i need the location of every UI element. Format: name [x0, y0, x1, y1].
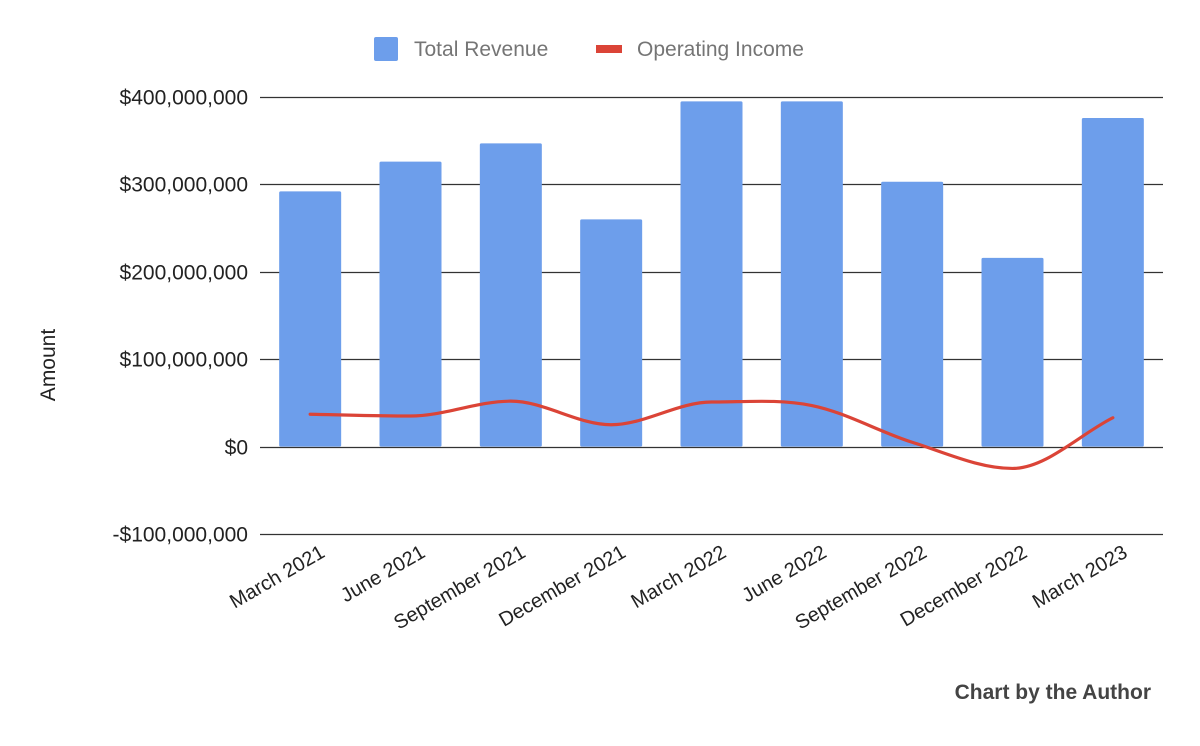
revenue-bar	[1081, 117, 1144, 447]
revenue-bar	[580, 219, 643, 447]
x-tick-label: June 2022	[738, 541, 830, 607]
revenue-bars	[279, 101, 1144, 447]
x-tick-label: March 2023	[1029, 541, 1131, 613]
y-tick-label: $300,000,000	[120, 174, 248, 197]
chart-credit: Chart by the Author	[955, 681, 1151, 704]
x-tick-label: June 2021	[337, 541, 429, 607]
legend-label-total-revenue: Total Revenue	[414, 38, 548, 61]
revenue-bar	[379, 161, 442, 447]
revenue-bar	[279, 191, 342, 447]
revenue-bar	[981, 257, 1044, 447]
revenue-bar	[479, 143, 542, 447]
y-axis-tick-labels: $400,000,000 $300,000,000 $200,000,000 $100…	[113, 87, 248, 547]
y-tick-label: $400,000,000	[120, 87, 248, 110]
revenue-bar	[680, 101, 743, 447]
revenue-bar	[881, 181, 944, 447]
y-tick-label: -$100,000,000	[113, 524, 248, 547]
operating-income-line-path	[308, 399, 1115, 471]
operating-income-line	[308, 399, 1115, 471]
y-tick-label: $0	[225, 437, 248, 460]
y-axis-title: Amount	[37, 329, 60, 402]
revenue-bar	[780, 101, 843, 447]
legend-swatch-operating-income	[596, 45, 622, 53]
legend-swatch-total-revenue	[374, 37, 398, 61]
legend: Total Revenue Operating Income	[374, 37, 804, 61]
y-tick-label: $200,000,000	[120, 262, 248, 285]
y-tick-label: $100,000,000	[120, 349, 248, 372]
x-tick-label: March 2022	[628, 541, 730, 613]
x-tick-label: March 2021	[226, 541, 328, 613]
legend-label-operating-income: Operating Income	[637, 38, 804, 61]
